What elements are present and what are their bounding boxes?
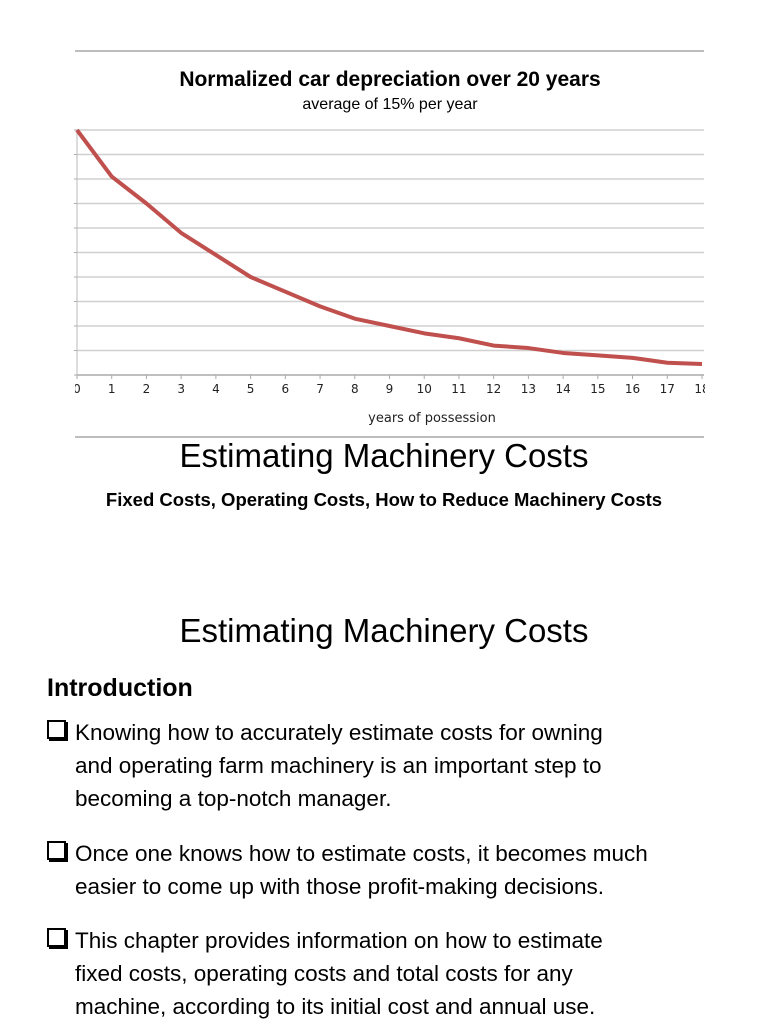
depreciation-chart: Normalized car depreciation over 20 year… (73, 68, 709, 426)
slide1-subtitle: Fixed Costs, Operating Costs, How to Red… (105, 489, 663, 510)
x-tick-label: 1 (108, 382, 116, 396)
x-tick-label: 15 (590, 382, 605, 396)
bullet-line: machine, according to its initial cost a… (75, 994, 596, 1019)
bullet-item: Once one knows how to estimate costs, it… (47, 837, 648, 903)
checkbox-square-icon (47, 928, 66, 947)
x-tick-label: 0 (73, 382, 81, 396)
chart-title: Normalized car depreciation over 20 year… (179, 68, 600, 91)
bullet-line: Knowing how to accurately estimate costs… (75, 720, 603, 745)
x-tick-label: 8 (351, 382, 359, 396)
checkbox-square-icon (47, 841, 66, 860)
x-tick-label: 12 (486, 382, 501, 396)
x-tick-label: 13 (521, 382, 536, 396)
x-tick-label: 2 (143, 382, 151, 396)
chart-subtitle: average of 15% per year (302, 96, 478, 113)
bullet-item: Knowing how to accurately estimate costs… (47, 716, 603, 815)
x-tick-label: 17 (660, 382, 675, 396)
x-tick-label: 5 (247, 382, 255, 396)
checkbox-square-icon (47, 720, 66, 739)
bullet-line: fixed costs, operating costs and total c… (75, 961, 573, 986)
x-tick-label: 3 (177, 382, 185, 396)
bullet-line: easier to come up with those profit-maki… (75, 874, 605, 899)
x-axis-label: years of possession (368, 411, 496, 426)
bullet-line: Once one knows how to estimate costs, it… (75, 841, 648, 866)
bullet-item: This chapter provides information on how… (47, 924, 603, 1023)
bottom-divider (75, 436, 704, 438)
x-tick-label: 4 (212, 382, 220, 396)
x-tick-label: 14 (555, 382, 570, 396)
slide1-title: Estimating Machinery Costs (179, 437, 589, 474)
intro-heading: Introduction (47, 674, 193, 702)
x-tick-label: 10 (417, 382, 432, 396)
x-tick-label: 11 (451, 382, 466, 396)
x-tick-label: 7 (316, 382, 324, 396)
bullet-line: becoming a top-notch manager. (75, 786, 392, 811)
bullet-line: This chapter provides information on how… (75, 928, 603, 953)
bullet-line: and operating farm machinery is an impor… (75, 753, 602, 778)
x-tick-label: 9 (386, 382, 394, 396)
slide2-title: Estimating Machinery Costs (179, 612, 589, 649)
depreciation-line (75, 128, 703, 366)
x-tick-label: 16 (625, 382, 640, 396)
x-tick-label: 18 (694, 382, 709, 396)
x-tick-label: 6 (282, 382, 290, 396)
top-divider (75, 50, 704, 52)
